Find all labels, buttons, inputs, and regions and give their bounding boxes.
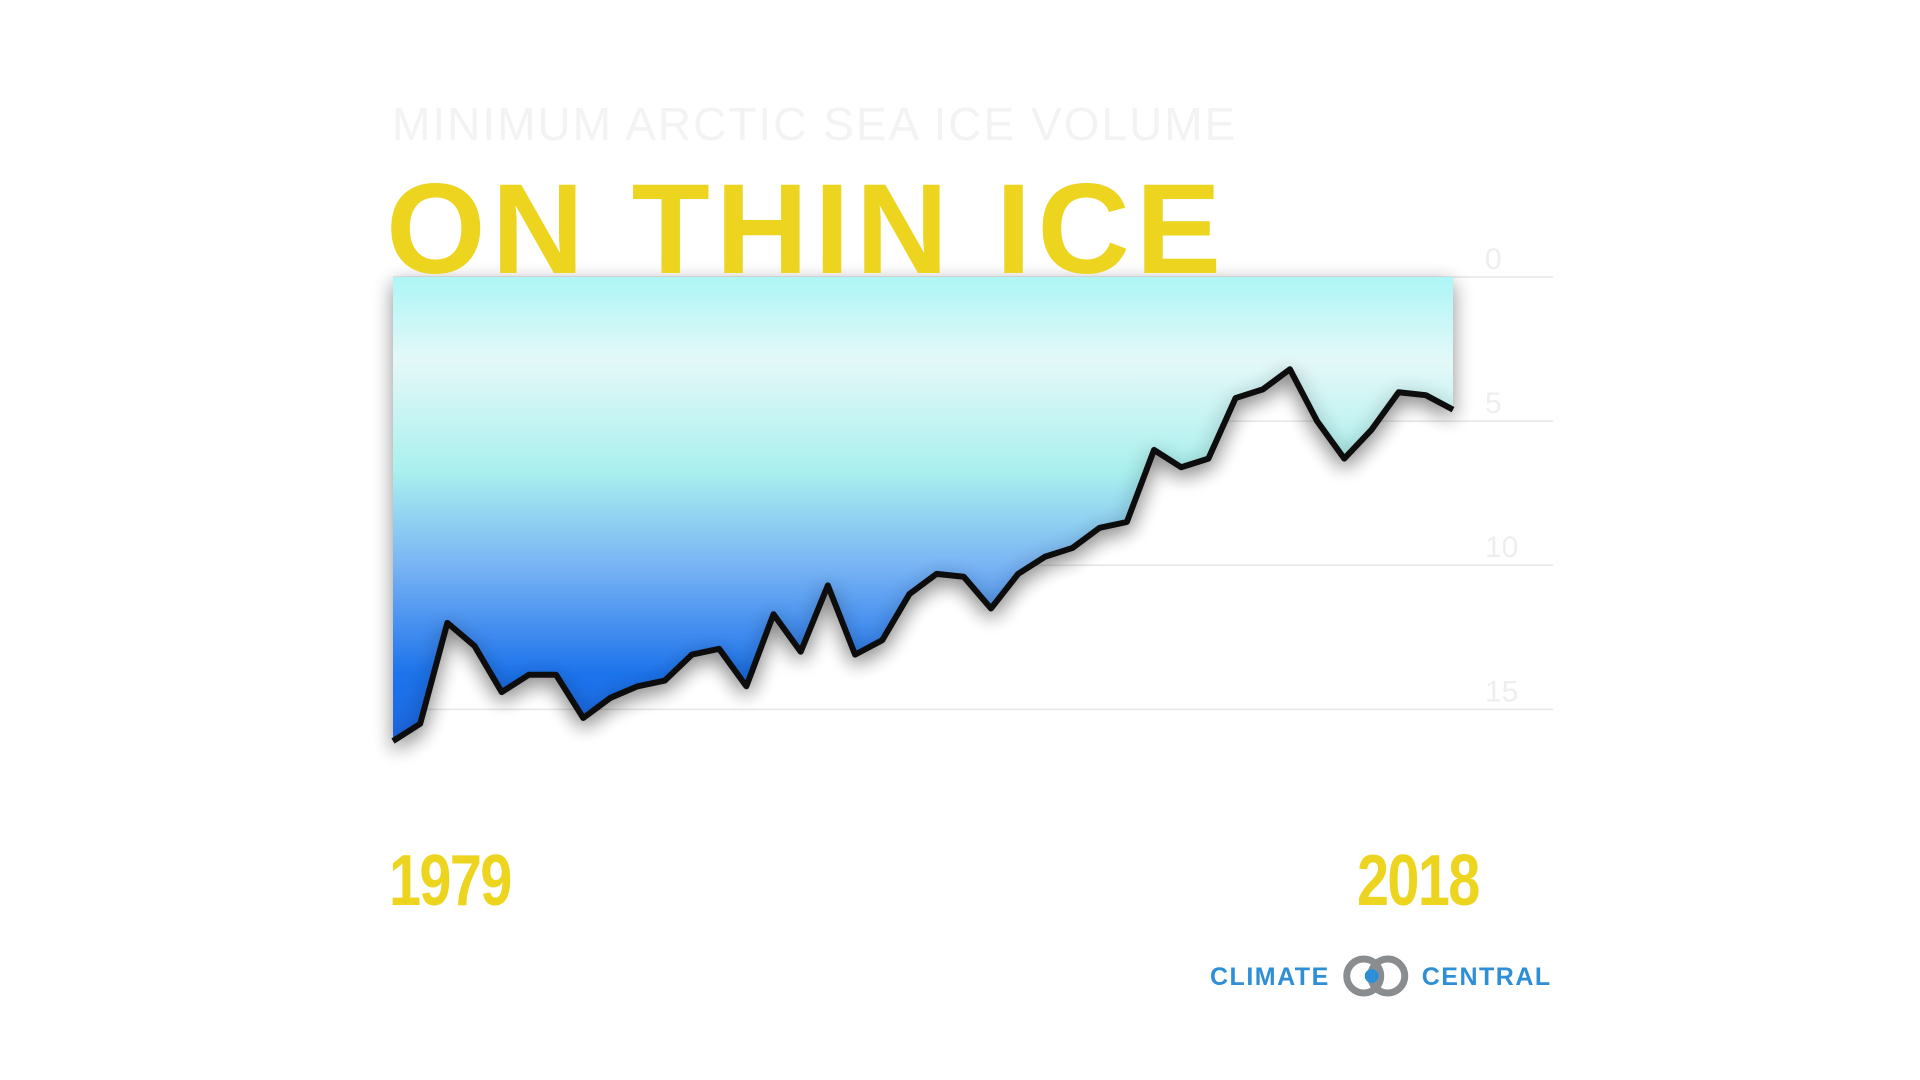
x-tick-label: 2018 bbox=[1357, 840, 1479, 921]
plot bbox=[391, 277, 1455, 744]
source-word: CLIMATE bbox=[1210, 963, 1330, 991]
y-tick-label: 5 bbox=[1485, 387, 1502, 420]
x-tick-label: 1979 bbox=[389, 840, 511, 921]
y-tick-label: 15 bbox=[1485, 675, 1518, 708]
logo-dot bbox=[1364, 969, 1379, 983]
y-tick-label: 0 bbox=[1485, 243, 1502, 276]
x-labels: 1979 2018 bbox=[389, 840, 1481, 921]
logo-ring bbox=[1343, 955, 1385, 997]
subtitle: MINIMUM ARCTIC SEA ICE VOLUME bbox=[392, 98, 1237, 150]
y-tick-label: 10 bbox=[1485, 531, 1518, 564]
source-word: CENTRAL bbox=[1422, 963, 1552, 991]
chart-title: ON THIN ICE bbox=[386, 158, 1227, 301]
source: CLIMATE CENTRAL bbox=[1210, 963, 1552, 991]
logo: CLIMATE CENTRAL bbox=[1210, 955, 1552, 997]
line bbox=[391, 366, 1455, 744]
ice-area bbox=[393, 277, 1453, 742]
